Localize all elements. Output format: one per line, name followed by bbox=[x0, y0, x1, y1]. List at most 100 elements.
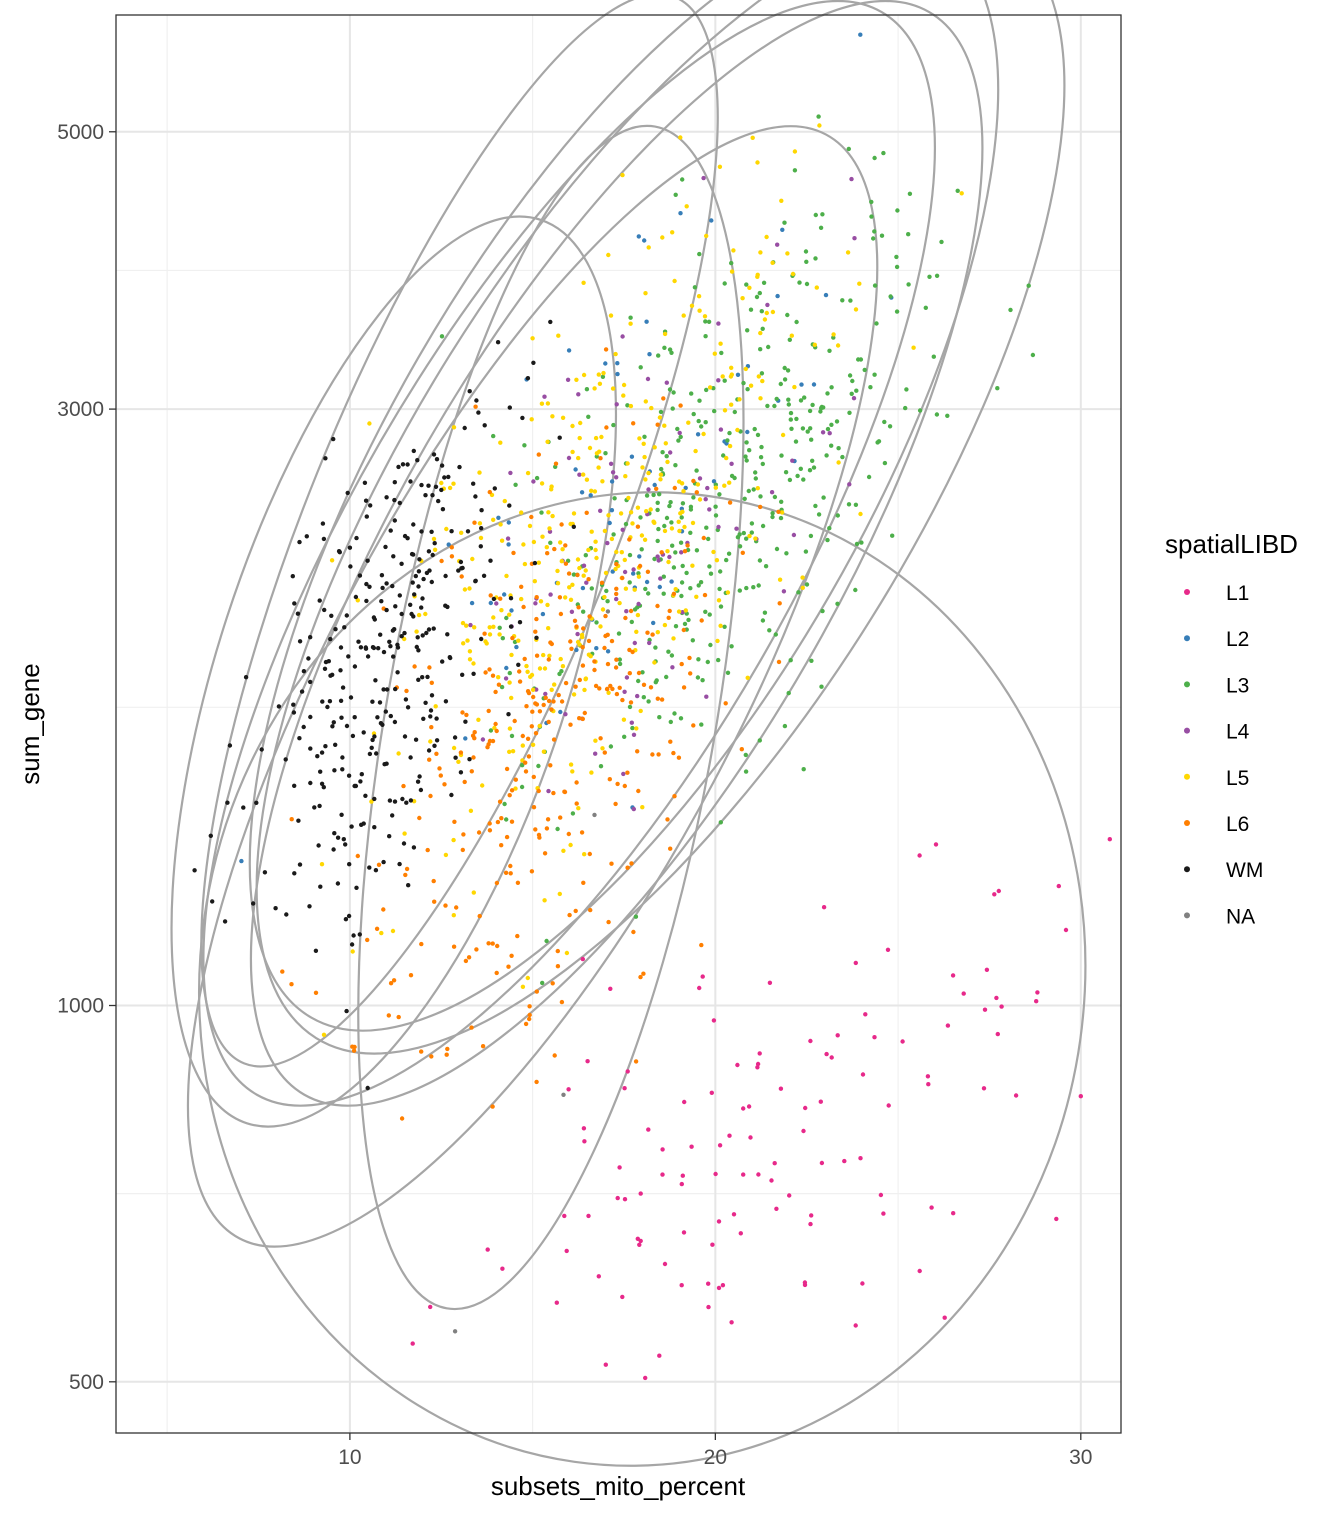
data-point-l5 bbox=[545, 401, 551, 406]
data-point-l5 bbox=[563, 595, 568, 600]
data-point-wm bbox=[321, 785, 326, 790]
data-point-l6 bbox=[464, 712, 469, 718]
data-point-l5 bbox=[722, 408, 728, 413]
data-point-l2 bbox=[566, 348, 572, 353]
data-point-l6 bbox=[451, 944, 457, 949]
data-point-l4 bbox=[677, 430, 682, 436]
legend-label-na: NA bbox=[1226, 905, 1255, 928]
data-point-wm bbox=[516, 662, 521, 667]
data-point-wm bbox=[319, 781, 325, 786]
data-point-wm bbox=[351, 933, 356, 938]
data-point-l6 bbox=[434, 751, 439, 756]
data-point-l6 bbox=[507, 793, 512, 798]
data-point-wm bbox=[320, 521, 326, 526]
data-point-l1 bbox=[638, 1238, 643, 1244]
data-point-l5 bbox=[643, 477, 648, 482]
data-point-l5 bbox=[662, 331, 668, 337]
data-point-l5 bbox=[600, 607, 606, 612]
data-point-wm bbox=[321, 536, 327, 542]
data-point-wm bbox=[396, 464, 401, 470]
data-point-l4 bbox=[546, 788, 551, 794]
data-point-l2 bbox=[651, 620, 656, 626]
data-point-l3 bbox=[779, 453, 784, 458]
data-point-wm bbox=[419, 529, 424, 534]
data-point-l3 bbox=[882, 419, 887, 425]
data-point-l3 bbox=[729, 644, 734, 649]
data-point-l6 bbox=[672, 794, 677, 799]
data-point-l3 bbox=[713, 513, 719, 518]
data-point-l1 bbox=[778, 1086, 784, 1091]
data-point-wm bbox=[372, 825, 377, 830]
data-point-l1 bbox=[741, 1172, 746, 1177]
data-point-wm bbox=[474, 398, 479, 403]
data-point-wm bbox=[465, 529, 471, 534]
data-point-l3 bbox=[686, 617, 691, 623]
data-point-wm bbox=[405, 462, 410, 467]
data-point-l3 bbox=[757, 558, 763, 563]
data-point-l1 bbox=[1034, 999, 1039, 1004]
data-point-l3 bbox=[788, 658, 793, 663]
data-point-l4 bbox=[703, 497, 708, 502]
data-point-l6 bbox=[521, 604, 526, 610]
data-point-l4 bbox=[547, 529, 553, 534]
data-point-l3 bbox=[662, 345, 667, 350]
data-point-l6 bbox=[581, 880, 586, 885]
data-point-l1 bbox=[996, 888, 1001, 894]
data-point-l3 bbox=[760, 326, 765, 331]
data-point-l5 bbox=[717, 164, 723, 169]
data-point-l5 bbox=[530, 687, 536, 692]
data-point-l5 bbox=[416, 612, 422, 618]
data-point-l5 bbox=[646, 245, 651, 250]
data-point-l5 bbox=[459, 530, 464, 535]
data-point-l5 bbox=[433, 704, 438, 709]
data-point-l3 bbox=[605, 599, 610, 604]
data-point-l6 bbox=[444, 1052, 449, 1057]
data-point-l3 bbox=[646, 591, 651, 596]
data-point-l1 bbox=[863, 1012, 868, 1017]
data-point-l5 bbox=[568, 842, 573, 848]
data-point-l3 bbox=[708, 571, 714, 576]
data-point-wm bbox=[387, 639, 392, 644]
data-point-wm bbox=[350, 733, 356, 739]
data-point-l6 bbox=[438, 773, 443, 778]
data-point-wm bbox=[387, 798, 393, 803]
data-point-l6 bbox=[517, 669, 522, 674]
data-point-l5 bbox=[617, 600, 622, 606]
data-point-wm bbox=[379, 573, 385, 578]
data-point-l1 bbox=[582, 1139, 587, 1144]
legend-label-wm: WM bbox=[1226, 859, 1263, 882]
data-point-l5 bbox=[576, 806, 581, 811]
data-point-l1 bbox=[842, 1158, 847, 1164]
data-point-l3 bbox=[706, 536, 711, 542]
data-point-l5 bbox=[682, 524, 687, 530]
data-point-l5 bbox=[603, 570, 609, 576]
data-point-l6 bbox=[381, 907, 386, 912]
data-point-wm bbox=[259, 747, 264, 752]
data-point-wm bbox=[384, 581, 389, 586]
data-point-l3 bbox=[849, 391, 854, 396]
data-point-l3 bbox=[808, 533, 814, 539]
data-point-l3 bbox=[917, 408, 923, 413]
data-point-l1 bbox=[748, 1135, 753, 1140]
data-point-l5 bbox=[520, 984, 526, 989]
data-point-wm bbox=[391, 654, 396, 659]
data-point-l5 bbox=[491, 517, 496, 522]
data-point-l3 bbox=[945, 413, 950, 418]
data-point-wm bbox=[443, 699, 449, 704]
data-point-l6 bbox=[493, 721, 498, 727]
data-point-l3 bbox=[816, 114, 821, 119]
data-point-wm bbox=[408, 755, 413, 760]
data-point-wm bbox=[276, 704, 282, 709]
data-point-wm bbox=[439, 463, 445, 468]
data-point-l3 bbox=[586, 414, 591, 419]
data-point-l6 bbox=[534, 989, 539, 994]
data-point-l3 bbox=[704, 525, 709, 530]
data-point-l2 bbox=[502, 592, 507, 597]
data-point-l3 bbox=[766, 344, 771, 350]
data-point-l3 bbox=[513, 482, 518, 487]
data-point-wm bbox=[420, 633, 425, 638]
data-point-l6 bbox=[509, 788, 515, 793]
data-point-l5 bbox=[462, 587, 468, 592]
data-point-l5 bbox=[690, 563, 695, 568]
data-point-l3 bbox=[719, 350, 724, 356]
